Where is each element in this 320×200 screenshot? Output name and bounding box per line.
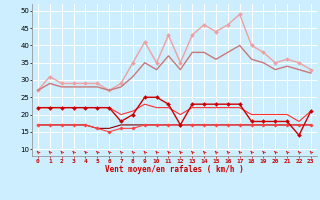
X-axis label: Vent moyen/en rafales ( km/h ): Vent moyen/en rafales ( km/h ) [105, 165, 244, 174]
